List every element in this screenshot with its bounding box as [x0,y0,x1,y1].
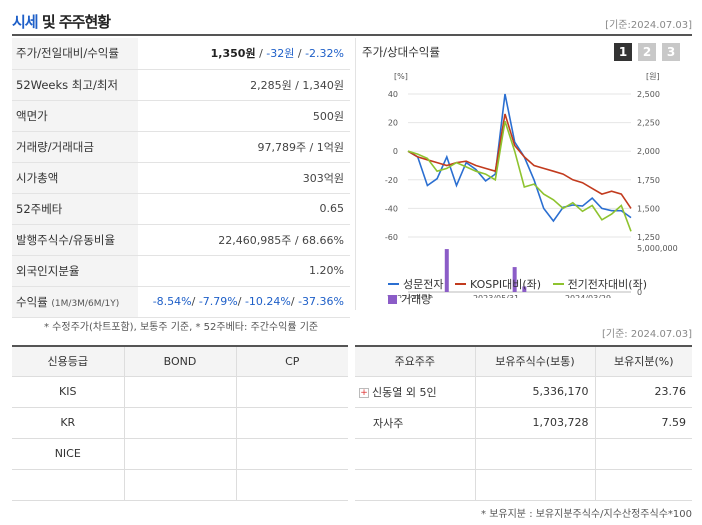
volume-row: 거래량/거래대금 97,789주 / 1억원 [12,131,350,163]
foreign-row: 외국인지분율 1.20% [12,255,350,287]
price-chart: [%] [원] 40 20 0 -20 -40 -60 2,500 2,250 2,000 1,750… [385,72,678,298]
table-row [12,469,348,501]
company-line [407,93,632,223]
y-right-tick: 1,750 [637,176,660,185]
table-row: + 신동열 외 5인 5,336,170 23.76 [355,376,692,408]
footnote-date: [기준: 2024.07.03] [601,329,692,340]
chart-panel: 주가/상대수익률 1 2 3 [%] [원] 40 20 0 -20 -40 -60 2,500… [355,38,692,310]
y-right-tick: 1,500 [637,204,660,213]
chart-legend: 성문전자 KOSPI대비(좌) 전기전자대비(좌) 거래량 [388,274,655,308]
credit-header-rating: 신용등급 [12,345,125,377]
x-tick: 2022/07/29 [387,294,433,298]
y-left-tick: 0 [393,147,398,156]
y-right-tick: 2,500 [637,90,660,99]
legend-volume: 거래량 [388,292,431,307]
sector-relative-line [407,120,632,232]
x-tick: 2024/03/29 [565,294,611,298]
x-tick: 2023/05/31 [473,294,519,298]
footnote-holding: * 보유지분 : 보유지분주식수/지수산정주식수*100 [481,509,692,520]
kospi-relative-line [407,113,632,209]
footnote-basis: * 수정주가(차트포함), 보통주 기준, * 52주베타: 주간수익률 기준 [44,322,319,333]
shares-row: 발행주식수/유동비율 22,460,985주 / 68.66% [12,224,350,256]
holders-header-pct: 보유지분(%) [595,345,692,377]
table-row: KIS [12,376,348,408]
legend-kospi: KOSPI대비(좌) [454,277,541,292]
holders-header-shares: 보유주식수(보통) [475,345,596,377]
w52-row: 52Weeks 최고/최저 2,285원 / 1,340원 [12,69,350,101]
table-row: NICE [12,438,348,470]
y-right-tick: 2,000 [637,147,660,156]
y-right-unit: [원] [646,72,660,81]
y-volume-tick: 5,000,000 [637,244,678,253]
credit-header-bond: BOND [124,345,237,377]
y-right-tick: 2,250 [637,119,660,128]
par-row: 액면가 500원 [12,100,350,132]
volume-bar [512,267,517,292]
legend-sector: 전기전자대비(좌) [552,277,647,292]
y-right-tick: 1,250 [637,233,660,242]
volume-bar [444,249,449,292]
y-left-tick: -60 [385,233,398,242]
price-info-table: 주가/전일대비/수익률 1,350원 / -32원 / -2.32% 52Week… [12,38,350,318]
y-left-tick: 20 [388,119,398,128]
table-row: 자사주 1,703,728 7.59 [355,407,692,439]
y-left-tick: -20 [385,176,398,185]
chart-tabs: 1 2 3 [614,43,680,61]
volume-bar [522,286,527,292]
table-row [355,438,692,470]
table-row: KR [12,407,348,439]
credit-rating-table: 신용등급 BOND CP KIS KR NICE [12,345,348,501]
expand-icon[interactable]: + [359,387,369,398]
return-row: 수익률 (1M/3M/6M/1Y) -8.54%/ -7.79%/ -10.24%… [12,286,350,318]
y-volume-tick: 0 [637,288,642,297]
chart-title: 주가/상대수익률 [362,45,440,59]
chart-tab-2[interactable]: 2 [638,43,656,61]
y-left-tick: 40 [388,90,398,99]
price-row: 주가/전일대비/수익률 1,350원 / -32원 / -2.32% [12,38,350,70]
table-row [355,469,692,501]
beta-row: 52주베타 0.65 [12,193,350,225]
y-left-unit: [%] [394,72,408,81]
holders-header-name: 주요주주 [355,345,476,377]
mcap-row: 시가총액 303억원 [12,162,350,194]
base-date: [기준:2024.07.03] [605,20,692,31]
legend-company: 성문전자 [388,277,443,292]
major-shareholders-table: 주요주주 보유주식수(보통) 보유지분(%) + 신동열 외 5인 5,336,1… [355,345,692,501]
chart-tab-1[interactable]: 1 [614,43,632,61]
section-title: 시세 및 주주현황 [12,13,111,31]
section-header: 시세 및 주주현황 [기준:2024.07.03] [12,8,692,36]
chart-tab-3[interactable]: 3 [662,43,680,61]
credit-header-cp: CP [236,345,348,377]
y-left-tick: -40 [385,204,398,213]
